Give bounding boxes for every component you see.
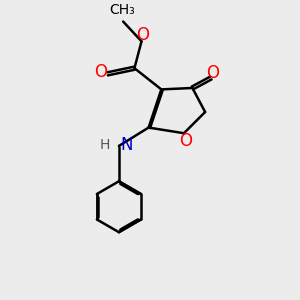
Text: N: N (120, 136, 133, 154)
Text: H: H (100, 137, 110, 152)
Text: O: O (206, 64, 219, 82)
Text: CH₃: CH₃ (109, 3, 135, 17)
Text: O: O (179, 132, 192, 150)
Text: O: O (94, 63, 107, 81)
Text: O: O (136, 26, 149, 44)
